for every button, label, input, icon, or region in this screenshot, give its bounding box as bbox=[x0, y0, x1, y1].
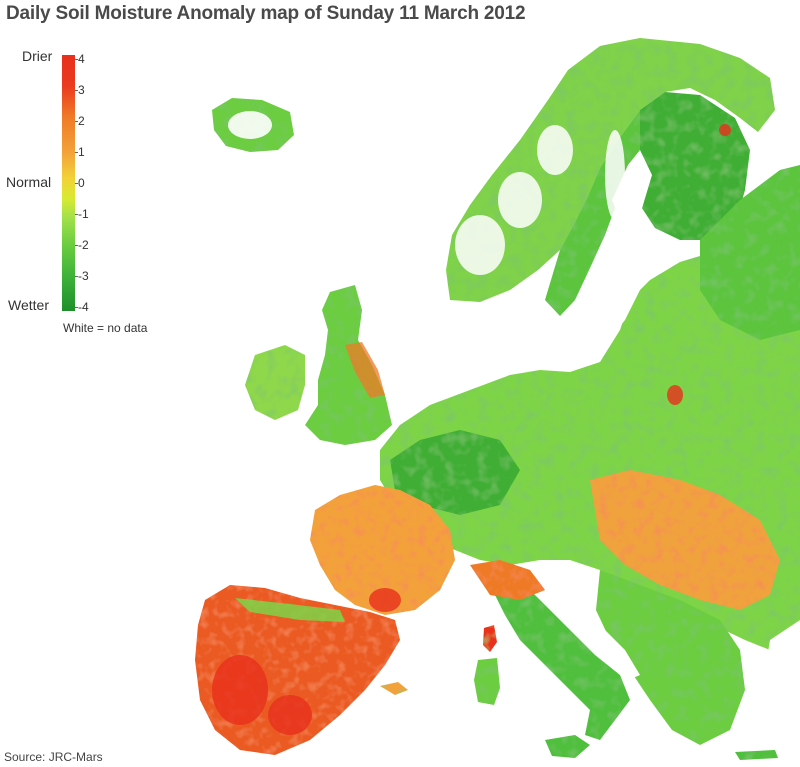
map-title: Daily Soil Moisture Anomaly map of Sunda… bbox=[6, 3, 526, 24]
dry-regions bbox=[195, 470, 780, 755]
iceland-no-data bbox=[228, 111, 272, 139]
legend-drier-label: Drier bbox=[22, 48, 53, 64]
great-britain-land bbox=[305, 285, 392, 445]
legend-tick-mark bbox=[75, 90, 78, 91]
legend-tick-label: -3 bbox=[78, 269, 89, 283]
legend-tick-mark bbox=[75, 121, 78, 122]
legend-no-data-note: White = no data bbox=[63, 321, 148, 335]
iberia-north-green bbox=[235, 598, 345, 622]
legend-tick-label: 1 bbox=[78, 145, 85, 159]
mediterranean-islands bbox=[380, 625, 778, 760]
legend-tick-label: 0 bbox=[78, 176, 85, 190]
legend-normal-label: Normal bbox=[6, 174, 52, 190]
legend-tick-mark bbox=[75, 183, 78, 184]
legend-colorbar bbox=[62, 55, 75, 311]
france-land bbox=[310, 485, 455, 615]
sardinia-land bbox=[474, 658, 500, 705]
legend-tick-mark bbox=[75, 214, 78, 215]
legend-tick-mark bbox=[75, 276, 78, 277]
norway-land bbox=[446, 38, 775, 302]
adriatic-sea bbox=[548, 600, 640, 680]
source-credit: Source: JRC-Mars bbox=[4, 750, 103, 764]
legend-tick-label: -4 bbox=[78, 300, 89, 314]
russia-west-land bbox=[700, 165, 800, 340]
crete-land bbox=[735, 750, 778, 760]
corsica-land bbox=[483, 625, 497, 652]
legend-tick-mark bbox=[75, 59, 78, 60]
po-valley-land bbox=[470, 560, 545, 600]
england-dry-band bbox=[345, 342, 385, 398]
legend-tick-label: -1 bbox=[78, 207, 89, 221]
legend-tick-label: 2 bbox=[78, 114, 85, 128]
italy-land bbox=[495, 575, 630, 740]
sicily-land bbox=[545, 735, 590, 758]
ireland-land bbox=[245, 345, 305, 420]
germany-poland-dark-land bbox=[390, 430, 520, 515]
very-dry-spots bbox=[212, 124, 731, 735]
legend-wetter-label: Wetter bbox=[8, 297, 49, 313]
legend-tick-label: 4 bbox=[78, 52, 85, 66]
balkans-land bbox=[596, 570, 745, 745]
legend-tick-mark bbox=[75, 152, 78, 153]
sea-areas bbox=[548, 150, 800, 700]
legend-tick-mark bbox=[75, 245, 78, 246]
legend-tick-mark bbox=[75, 307, 78, 308]
baltic-sea bbox=[580, 230, 650, 345]
british-isles bbox=[245, 285, 392, 445]
balearic-land bbox=[380, 682, 408, 695]
black-sea bbox=[765, 620, 800, 700]
legend-tick-label: -2 bbox=[78, 238, 89, 252]
gulf-of-bothnia bbox=[612, 150, 652, 232]
hungary-romania-land bbox=[590, 470, 780, 610]
legend-tick-label: 3 bbox=[78, 83, 85, 97]
